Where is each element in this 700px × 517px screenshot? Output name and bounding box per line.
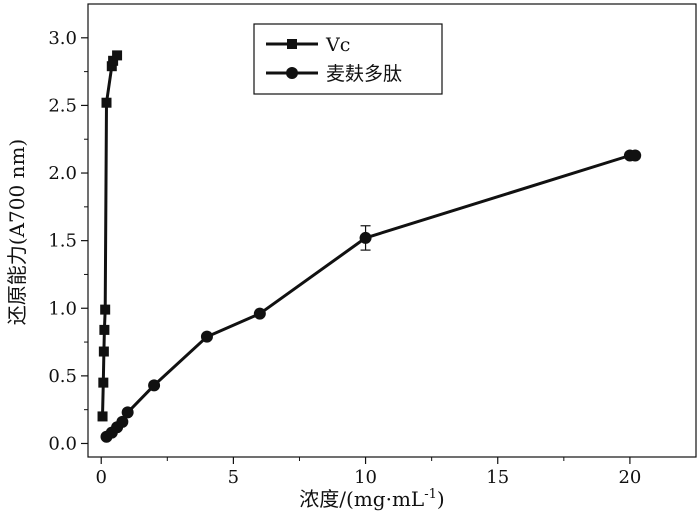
x-axis-title: 浓度/(mg·mL-1) [299, 487, 444, 511]
y-tick-label: 2.0 [48, 163, 77, 184]
legend-label: Vc [325, 34, 350, 56]
plot-area-frame [87, 3, 697, 458]
data-point [629, 149, 642, 162]
x-tick-label: 0 [95, 467, 106, 488]
x-tick-label: 10 [354, 467, 377, 488]
y-tick-label: 1.0 [48, 298, 77, 319]
data-point [98, 346, 109, 357]
y-axis: 0.0 0.5 1.0 1.5 2.0 2.5 3.0 [48, 28, 88, 454]
legend: Vc 麦麸多肽 [253, 23, 443, 95]
data-point [101, 97, 112, 108]
data-point [116, 415, 129, 428]
x-tick-label: 5 [228, 467, 239, 488]
data-point [99, 324, 110, 335]
series-line [105, 154, 636, 438]
series-2 [100, 149, 642, 443]
x-tick-label: 20 [618, 467, 641, 488]
data-point [359, 231, 372, 244]
series-line [101, 54, 119, 417]
y-tick-label: 2.5 [48, 95, 77, 116]
data-point [97, 411, 108, 422]
legend-marker [287, 39, 297, 49]
series-1 [97, 50, 123, 422]
data-point [200, 330, 213, 343]
data-point [98, 377, 109, 388]
legend-label: 麦麸多肽 [326, 63, 402, 85]
x-axis: 0 5 10 15 20 [95, 457, 641, 488]
y-axis-title: 还原能力(A700 nm) [5, 139, 29, 325]
data-point [106, 61, 117, 72]
legend-marker [286, 67, 298, 79]
y-tick-label: 0.0 [48, 433, 77, 454]
data-point [100, 304, 111, 315]
y-tick-label: 0.5 [48, 366, 77, 387]
data-point [112, 50, 123, 61]
y-tick-label: 3.0 [48, 28, 77, 49]
legend-box [253, 23, 443, 95]
y-tick-label: 1.5 [48, 231, 77, 252]
data-point [148, 379, 161, 392]
series-layer [97, 50, 642, 443]
x-tick-label: 15 [486, 467, 509, 488]
data-point [253, 307, 266, 320]
data-point [108, 55, 119, 66]
data-point [121, 406, 134, 419]
